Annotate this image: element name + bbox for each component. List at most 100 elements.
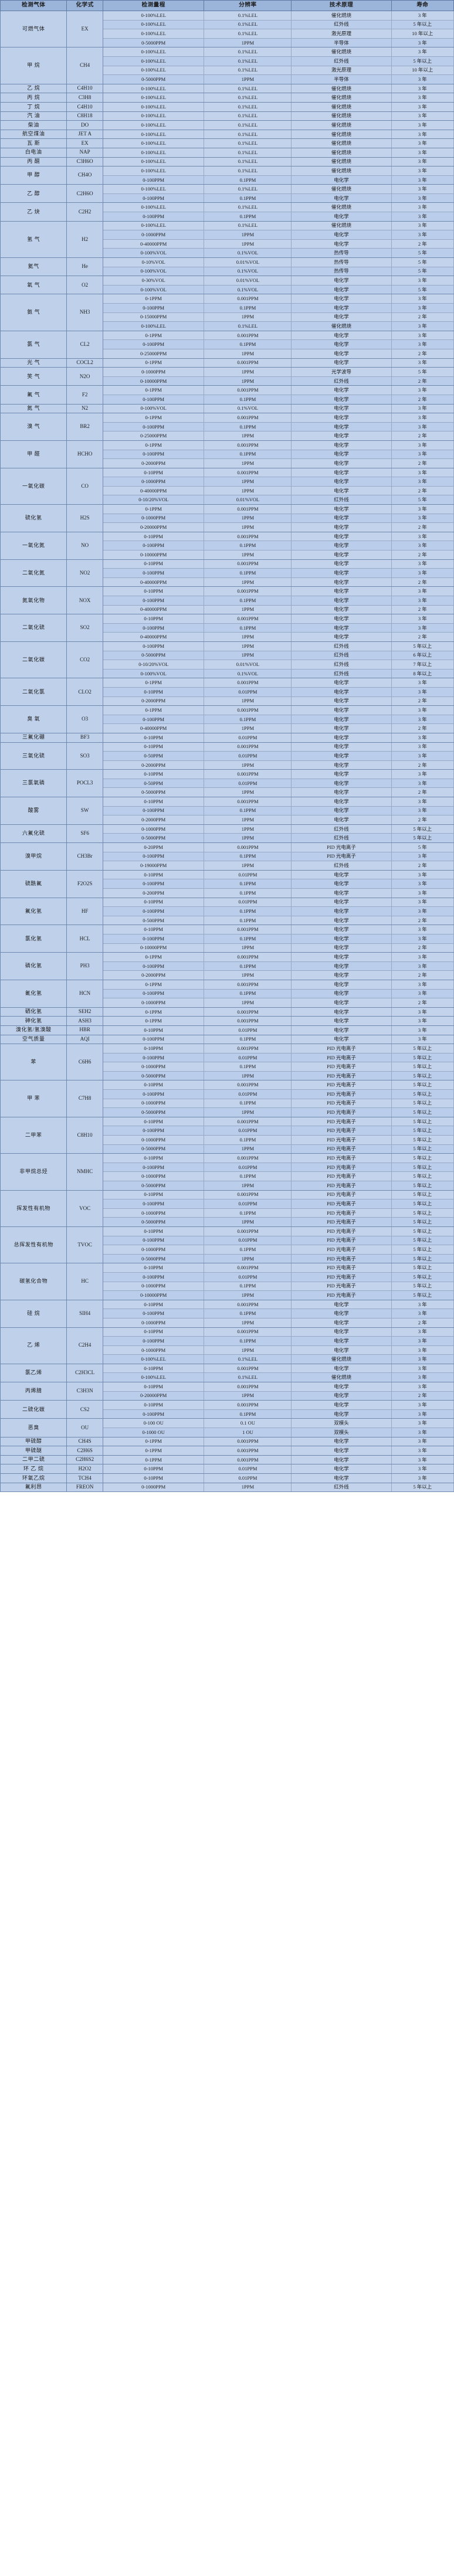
cell-principle: 红外线 [291,19,392,30]
table-row: 碳氢化合物 HC 0-10PPM 0.001PPM PID 光电离子 5 年以上 [0,1263,454,1300]
cell-lifetime: 2 年 [391,239,454,249]
cell-principle: 电化学 [291,1382,392,1392]
cell-chemical-formula: HC [66,1263,103,1300]
cell-resolution: 0.1%LEL [204,83,292,94]
cell-resolution: 0.1PPM [204,1171,292,1181]
cell-range: 0-100PPM [102,212,205,222]
cell-principle: PID 光电离子 [291,1052,392,1063]
cell-resolution: 1PPM [204,650,292,661]
table-row: 苯 C6H6 0-10PPM 0.001PPM PID 光电离子 5 年以上 [0,1044,454,1081]
cell-principle: 电化学 [291,888,392,898]
cell-resolution: 0.1PPM [204,193,292,203]
cell-range: 0-100PPM [102,1089,205,1099]
cell-lifetime: 3 年 [391,1436,454,1447]
cell-principle: 电化学 [291,1436,392,1447]
cell-range: 0-10PPM [102,1226,205,1236]
cell-resolution: 0.1PPM [204,1336,292,1346]
cell-range: 0-40000PPM [102,632,205,642]
cell-range: 0-15000PPM [102,312,205,322]
column-header-resolution: 分辨率 [204,0,292,11]
cell-resolution: 0.1%LEL [204,220,292,231]
cell-lifetime: 2 年 [391,348,454,359]
cell-gas-name: 氯化氢 [0,925,67,953]
cell-range: 0-10PPM [102,1464,205,1474]
cell-resolution: 0.1%LEL [204,138,292,148]
cell-range: 0-2000PPM [102,970,205,980]
cell-resolution: 0.01PPM [204,687,292,697]
cell-range: 0-1PPM [102,1016,205,1026]
cell-resolution: 0.01PPM [204,1235,292,1246]
cell-resolution: 1PPM [204,1144,292,1154]
cell-range: 0-10PPM [102,1363,205,1374]
cell-resolution: 1PPM [204,458,292,468]
cell-resolution: 0.1%LEL [204,1372,292,1383]
cell-resolution: 0.1PPM [204,806,292,816]
table-row: 0-100PPM 0.1PPM 电化学 3 年 [1,988,454,999]
cell-chemical-formula: C2H6O [66,184,103,203]
table-row: 0-10/20%VOL 0.01%VOL 红外线 5 年 [1,495,454,505]
cell-resolution: 0.1%LEL [204,166,292,176]
cell-range: 0-40000PPM [102,239,205,249]
cell-range: 0-40000PPM [102,577,205,587]
cell-lifetime: 5 年以上 [391,1190,454,1200]
cell-range: 0-100PPM [102,851,205,862]
table-row: 甲硫醇 CH4S 0-1PPM 0.001PPM 电化学 3 年 [0,1436,454,1447]
cell-resolution: 1PPM [204,641,292,651]
table-row: 0-40000PPM 1PPM 电化学 2 年 [1,577,454,587]
cell-chemical-formula: EX [66,10,103,48]
cell-principle: 催化燃烧 [291,1372,392,1383]
cell-resolution: 0.1%LEL [204,111,292,121]
cell-resolution: 0.1%LEL [204,129,292,140]
cell-range: 0-1000PPM [102,367,205,377]
cell-lifetime: 2 年 [391,522,454,532]
cell-principle: 电化学 [291,330,392,341]
cell-range: 0-100%LEL [102,83,205,94]
cell-resolution: 0.1PPM [204,988,292,999]
cell-resolution: 0.1PPM [204,1281,292,1292]
cell-principle: 电化学 [291,696,392,706]
cell-range: 0-100%LEL [102,1372,205,1383]
cell-principle: 双模头 [291,1418,392,1429]
cell-range: 0-100PPM [102,449,205,460]
cell-chemical-formula: SEH2 [66,1007,103,1017]
cell-principle: 红外线 [291,641,392,651]
cell-lifetime: 3 年 [391,1409,454,1419]
table-row: 0-100PPM 0.1PPM 电化学 3 年 [1,623,454,633]
cell-lifetime: 3 年 [391,568,454,578]
cell-resolution: 0.1PPM [204,851,292,862]
cell-principle: PID 光电离子 [291,1199,392,1209]
cell-gas-name: 一氧化氮 [0,531,67,560]
cell-chemical-formula: HBR [66,1025,103,1035]
table-row: 丙 烷 C3H8 0-100%LEL 0.1%LEL 催化燃烧 3 年 [0,93,454,103]
cell-resolution: 0.001PPM [204,1007,292,1017]
cell-range: 0-10PPM [102,1044,205,1053]
cell-lifetime: 5 年以上 [391,1281,454,1292]
cell-chemical-formula: HCL [66,925,103,953]
table-row: 0-100PPM 0.1PPM PID 光电离子 3 年 [1,851,454,862]
cell-chemical-formula: C2H3CL [66,1363,103,1383]
cell-gas-name: 乙 醇 [0,184,67,203]
cell-chemical-formula: CH4S [66,1436,103,1447]
cell-lifetime: 3 年 [391,687,454,697]
cell-lifetime: 5 年 [391,257,454,267]
cell-resolution: 0.1PPM [204,1098,292,1109]
table-row: 二硫化碳 CS2 0-10PPM 0.001PPM 电化学 3 年 [0,1400,454,1419]
cell-principle: PID 光电离子 [291,1290,392,1300]
cell-lifetime: 3 年 [391,11,454,21]
cell-gas-name: 乙 烷 [0,83,67,94]
cell-principle: 电化学 [291,925,392,934]
cell-principle: 电化学 [291,869,392,880]
cell-resolution: 0.1PPM [204,1245,292,1255]
cell-range: 0-10000PPM [102,943,205,953]
cell-lifetime: 2 年 [391,970,454,980]
table-row: 0-100PPM 0.1PPM 电化学 3 年 [1,806,454,816]
gas-detection-spec-sheet: 检测气体 化学式 检测量程 分辨率 技术原理 寿命 可燃气体 EX 0-100%LE… [0,0,454,1493]
cell-gas-name: 氟 气 [0,385,67,405]
cell-resolution: 0.001PPM [204,1044,292,1053]
cell-lifetime: 3 年 [391,166,454,176]
cell-lifetime: 10 年以上 [391,65,454,76]
cell-lifetime: 5 年以上 [391,1135,454,1145]
cell-lifetime: 3 年 [391,1382,454,1392]
cell-resolution: 0.1PPM [204,1208,292,1218]
table-row: 硫酰氟 F2O2S 0-10PPM 0.01PPM 电化学 3 年 [0,869,454,898]
